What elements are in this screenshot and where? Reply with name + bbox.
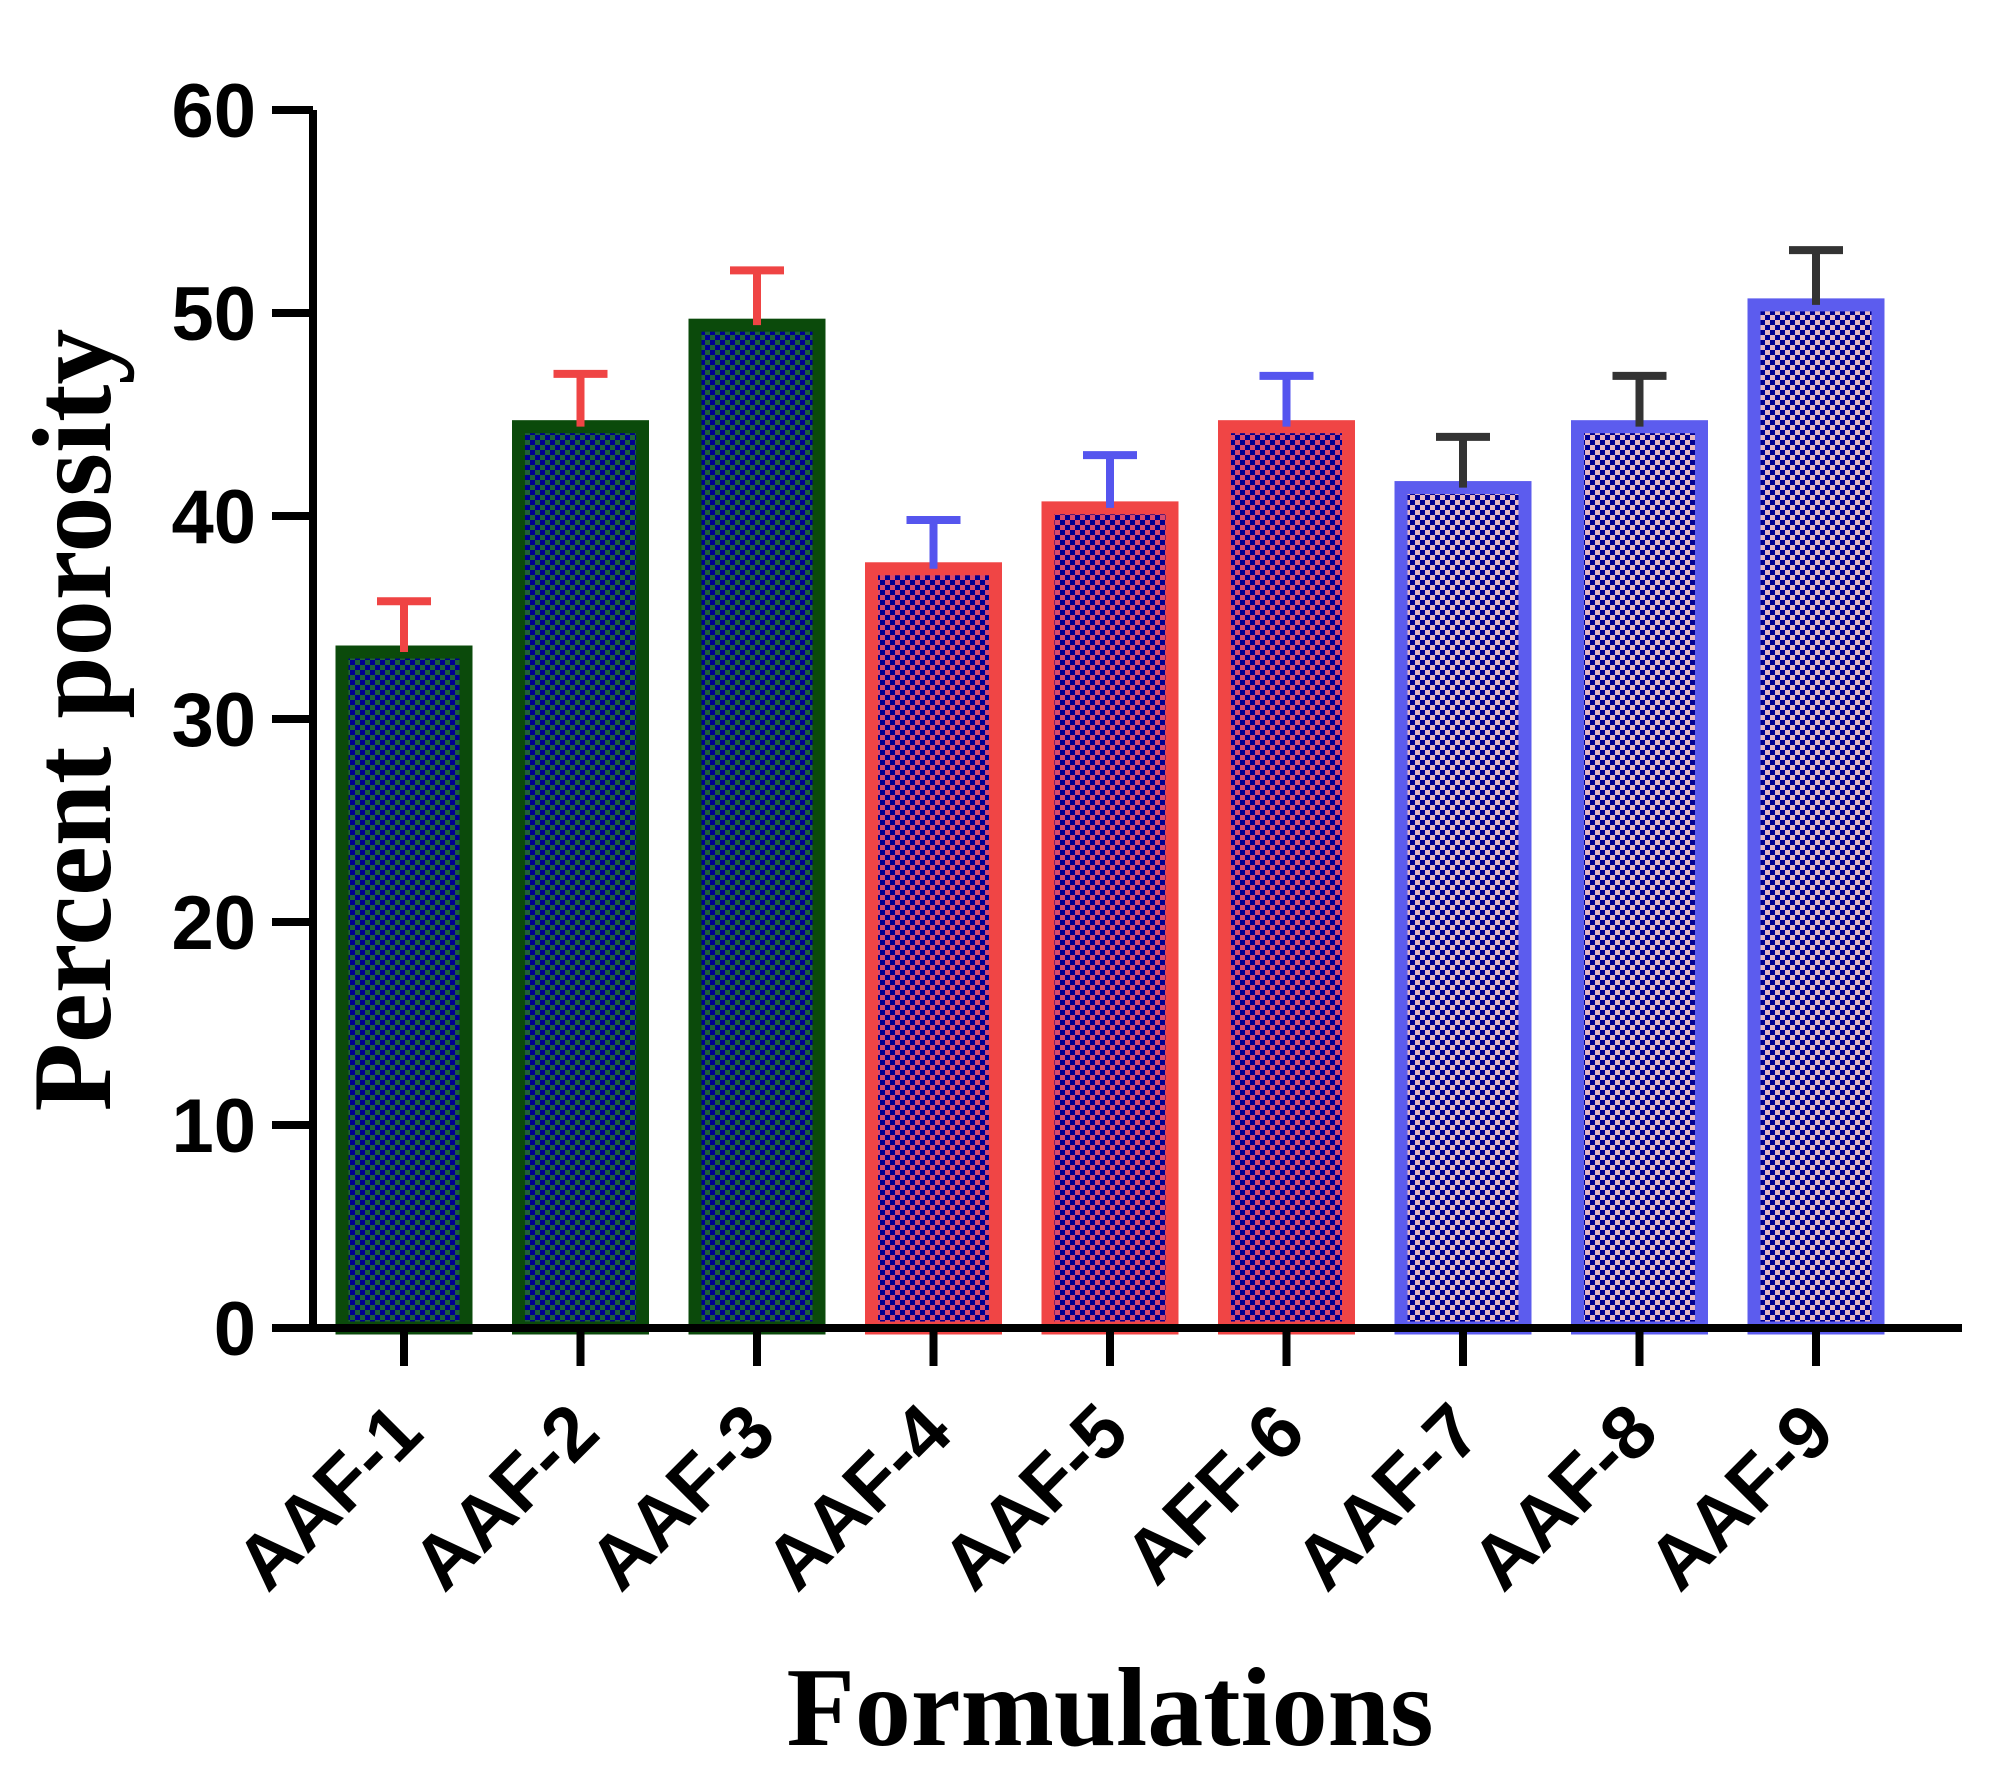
x-tick-label: AAF-2 [396, 1388, 614, 1606]
bar-aaf-5 [1041, 501, 1179, 1335]
y-tick-label: 10 [171, 1084, 256, 1169]
y-ticks-layer: 0 10 20 30 40 50 60 [171, 69, 313, 1372]
bar-aaf-3 [688, 318, 826, 1335]
y-tick-label: 30 [171, 678, 256, 763]
x-tick-label: AFF-6 [1108, 1388, 1320, 1600]
x-tick-label: AAF-4 [749, 1388, 967, 1606]
y-tick-label: 40 [171, 475, 256, 560]
y-tick-label: 0 [214, 1287, 256, 1372]
y-tick-label: 50 [171, 272, 256, 357]
x-tick-label: AAF-3 [573, 1388, 791, 1606]
x-tick-label: AAF-5 [926, 1388, 1144, 1606]
y-axis-title: Percent porosity [11, 329, 135, 1112]
bar-aaf-1 [335, 645, 473, 1335]
x-axis-title: Formulations [786, 1646, 1433, 1770]
x-ticks-layer: AAF-1AAF-2AAF-3AAF-4AAF-5AFF-6AAF-7AAF-8… [220, 1328, 1850, 1606]
x-tick-label: AAF-7 [1279, 1388, 1497, 1606]
bar-aaf-4 [865, 562, 1002, 1335]
bar-aaf-9 [1747, 298, 1885, 1335]
x-tick-label: AAF-1 [220, 1388, 438, 1606]
bar-aaf-8 [1571, 420, 1708, 1335]
y-tick-label: 20 [171, 881, 256, 966]
y-tick-label: 60 [171, 69, 256, 154]
bar-aaf-7 [1394, 481, 1532, 1335]
bar-aff-6 [1218, 420, 1355, 1335]
x-tick-label: AAF-8 [1455, 1388, 1673, 1606]
error-bars-layer [377, 246, 1843, 653]
x-tick-label: AAF-9 [1632, 1388, 1850, 1606]
bar-aaf-2 [512, 420, 649, 1335]
